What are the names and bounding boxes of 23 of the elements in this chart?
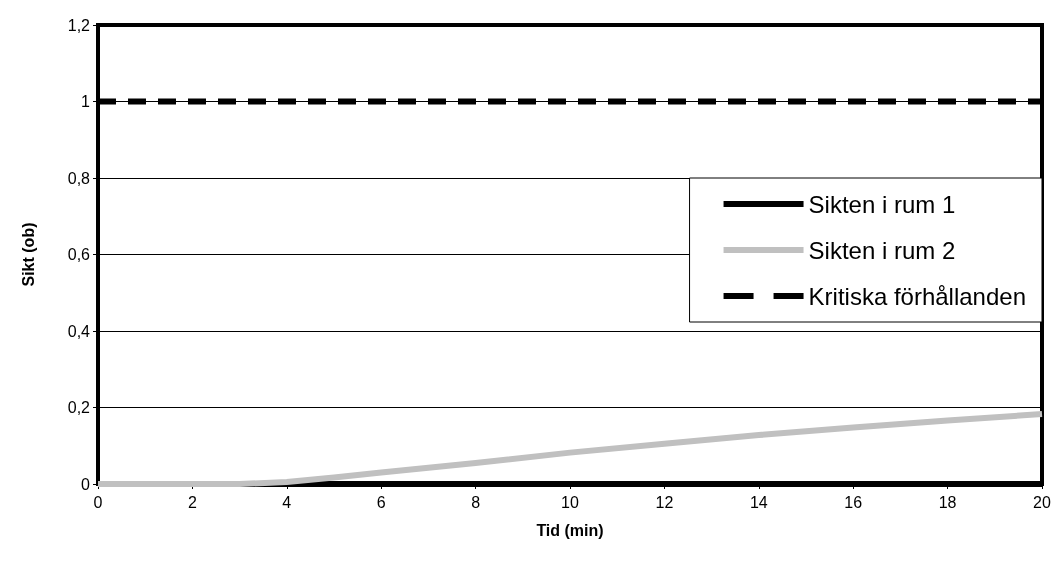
y-tick-label: 0,6 — [67, 246, 91, 263]
y-tick-label: 1 — [81, 93, 91, 110]
y-tick-label: 0,4 — [67, 322, 91, 340]
y-axis-title: Sikt (ob) — [19, 222, 37, 287]
y-tick-label: 0,2 — [67, 399, 91, 416]
x-tick-label: 2 — [187, 493, 197, 511]
y-tick-label: 0 — [81, 475, 91, 493]
x-tick-label: 16 — [844, 493, 863, 511]
x-axis-title: Tid (min) — [536, 521, 604, 539]
x-tick-label: 20 — [1033, 493, 1051, 511]
x-tick-label: 8 — [471, 493, 481, 511]
legend-label: Kritiska förhållanden — [808, 282, 1026, 310]
x-tick-label: 0 — [93, 493, 103, 511]
y-tick-label: 1,2 — [67, 16, 91, 34]
legend-label: Sikten i rum 1 — [808, 190, 956, 218]
x-tick-label: 10 — [561, 493, 579, 511]
legend-label: Sikten i rum 2 — [808, 236, 956, 264]
x-tick-label: 6 — [376, 493, 386, 511]
y-tick-label: 0,8 — [67, 169, 91, 187]
x-tick-label: 18 — [938, 493, 957, 511]
x-tick-label: 4 — [282, 493, 292, 511]
x-tick-label: 12 — [655, 493, 674, 511]
x-tick-label: 14 — [749, 493, 768, 511]
